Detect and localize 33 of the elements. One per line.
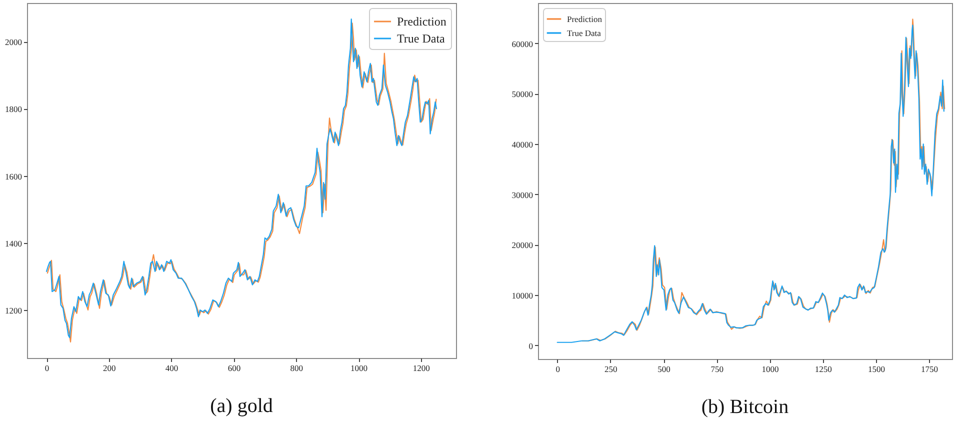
x-tick-label: 0 xyxy=(556,364,560,374)
x-tick-label: 1750 xyxy=(921,364,938,374)
legend-label: Prediction xyxy=(397,14,446,28)
x-tick-label: 1000 xyxy=(350,363,368,373)
y-tick-label: 60000 xyxy=(512,38,533,49)
x-tick-label: 0 xyxy=(44,363,50,373)
x-tick-label: 600 xyxy=(228,363,241,373)
text: (b) Bitcoin xyxy=(701,396,789,418)
x-tick-label: 200 xyxy=(103,363,116,373)
x-tick-label: 1250 xyxy=(814,364,832,374)
x-tick-label: 1000 xyxy=(762,364,779,374)
y-tick-label: 1800 xyxy=(5,104,22,114)
x-tick-label: 1200 xyxy=(412,363,430,373)
y-tick-label: 50000 xyxy=(512,89,533,100)
x-tick-label: 1500 xyxy=(868,364,885,374)
x-tick-label: 500 xyxy=(658,364,670,374)
x-tick-label: 750 xyxy=(710,364,724,374)
y-tick-label: 1600 xyxy=(5,171,22,182)
legend-label: True Data xyxy=(567,28,602,38)
y-tick-label: 40000 xyxy=(512,139,533,150)
y-tick-label: 0 xyxy=(528,340,533,351)
y-tick-label: 2000 xyxy=(5,37,22,48)
x-tick-label: 800 xyxy=(290,363,303,373)
x-tick-label: 400 xyxy=(165,363,178,373)
legend-label: Prediction xyxy=(567,14,603,24)
legend-label: True Data xyxy=(397,32,446,46)
y-tick-label: 30000 xyxy=(512,190,533,200)
text: (a) gold xyxy=(210,395,273,417)
y-tick-label: 1200 xyxy=(5,306,22,316)
y-tick-label: 1400 xyxy=(5,238,22,248)
y-tick-label: 20000 xyxy=(512,240,533,250)
x-tick-label: 250 xyxy=(604,364,618,374)
y-tick-label: 10000 xyxy=(512,290,533,301)
